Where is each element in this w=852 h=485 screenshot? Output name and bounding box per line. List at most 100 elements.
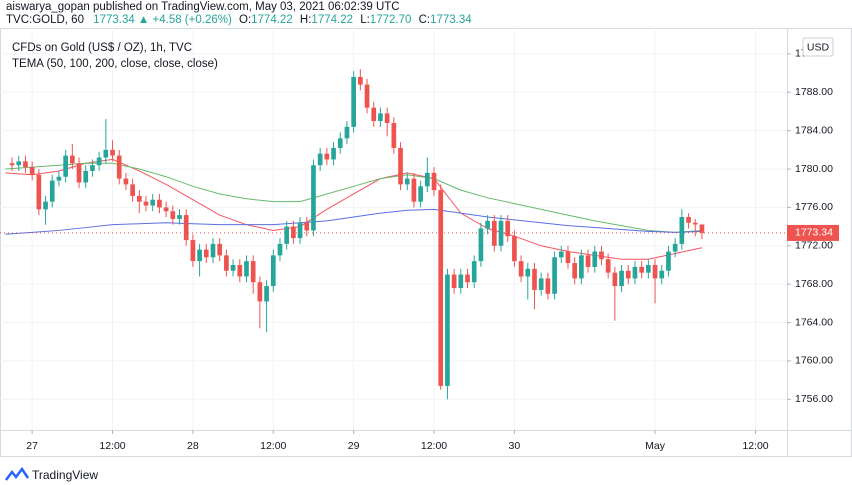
candle-body [625, 270, 631, 279]
y-tick-label: 1772.00 [795, 240, 833, 252]
candle-body [498, 220, 504, 246]
ohlc-value: 1773.34 [430, 14, 472, 26]
candle-body [438, 190, 444, 386]
candle-body [284, 226, 290, 244]
candle-body [56, 176, 62, 181]
candle-body [592, 251, 598, 267]
symbol: TVC:GOLD, 60 [6, 14, 84, 26]
candle-body [398, 147, 403, 185]
x-tick-label: 12:00 [99, 440, 125, 452]
candle-body [585, 255, 591, 267]
candle-body [157, 199, 162, 208]
ohlc-value: 1774.22 [251, 14, 293, 26]
candle-body [364, 84, 370, 108]
candle-body [170, 211, 176, 219]
candle-body [612, 272, 618, 287]
ohlc-value: 1772.70 [370, 14, 412, 26]
candle-body [190, 240, 196, 262]
last-price-box [787, 224, 839, 241]
candle-body [136, 195, 142, 202]
candle-body [76, 163, 82, 183]
candle-body [672, 243, 678, 252]
candle-body [692, 222, 698, 225]
candle-body [9, 163, 15, 166]
logo [5, 466, 30, 481]
candle-body [224, 255, 229, 271]
candle-body [652, 264, 658, 279]
last-price-label: 1773.34 [795, 227, 833, 239]
x-tick-label: 27 [26, 440, 38, 452]
candle-body [244, 261, 249, 277]
candle-body [451, 274, 457, 289]
candle-body [311, 165, 316, 231]
y-tick-label: 1784.00 [795, 124, 833, 136]
candle-body [532, 268, 537, 290]
chart-title: CFDs on Gold (US$ / OZ), 1h, TVC [12, 42, 192, 54]
symbol-line: TVC:GOLD, 60 1773.34 ▲ +4.58 (+0.26%) O:… [6, 14, 472, 26]
candle-body [391, 122, 397, 148]
candle-body [579, 255, 584, 279]
candle-body [545, 278, 551, 294]
candle-body [552, 257, 557, 294]
candle-body [558, 251, 564, 258]
candle-body [371, 107, 377, 122]
candle-body [297, 222, 303, 239]
candle-body [257, 282, 263, 302]
x-tick-label: 30 [509, 440, 521, 452]
candle-body [177, 215, 182, 219]
candle-body [163, 207, 169, 212]
candle-body [16, 161, 22, 166]
candle-body [197, 249, 202, 262]
candle-body [485, 220, 490, 229]
candle-body [337, 138, 343, 148]
x-tick-label: May [645, 440, 666, 452]
candle-body [304, 222, 310, 231]
candle-body [505, 220, 511, 237]
candle-body [143, 201, 149, 206]
y-tick-label: 1780.00 [795, 163, 833, 175]
candle-body [103, 149, 109, 158]
candle-body [411, 178, 417, 202]
candle-body [418, 186, 423, 202]
candle-body [96, 157, 102, 166]
candle-body [424, 172, 430, 187]
candle-body [465, 274, 470, 283]
ohlc-label: C: [419, 14, 431, 26]
x-tick-label: 12:00 [742, 440, 768, 452]
candle-body [264, 286, 269, 302]
candle-body [699, 224, 705, 233]
candle-body [23, 161, 28, 168]
candle-body [83, 170, 89, 183]
candle-body [90, 165, 95, 171]
candle-body [666, 251, 671, 271]
y-tick-label: 1764.00 [795, 316, 833, 328]
change: 1773.34 ▲ +4.58 (+0.26%) [93, 14, 232, 26]
ohlc-label: O: [239, 14, 251, 26]
candle-body [565, 251, 571, 264]
candle-body [331, 147, 336, 160]
axis-labels: 1756.00 1760.00 1764.00 1768.00 1772.00 1776.… [26, 48, 839, 452]
candle-body [431, 172, 437, 191]
candle-body [686, 217, 691, 223]
ohlc-label: L: [360, 14, 370, 26]
candle-body [237, 264, 243, 277]
x-tick-label: 12:00 [260, 440, 286, 452]
candle-body [512, 236, 517, 262]
candle-body [324, 153, 330, 160]
candle-body [150, 199, 156, 206]
candle-body [458, 274, 464, 289]
candle-body [69, 155, 75, 164]
candle-body [210, 243, 216, 258]
candle-body [291, 226, 296, 239]
candles [9, 69, 705, 400]
candle-body [230, 264, 236, 271]
candle-body [538, 278, 544, 290]
indicator-title: TEMA (50, 100, 200, close, close, close) [12, 58, 218, 70]
candle-body [110, 149, 115, 156]
brand: TradingView [32, 468, 98, 482]
currency: USD [807, 41, 830, 53]
candle-body [478, 228, 484, 262]
candle-body [599, 251, 604, 260]
candle-body [518, 261, 524, 277]
